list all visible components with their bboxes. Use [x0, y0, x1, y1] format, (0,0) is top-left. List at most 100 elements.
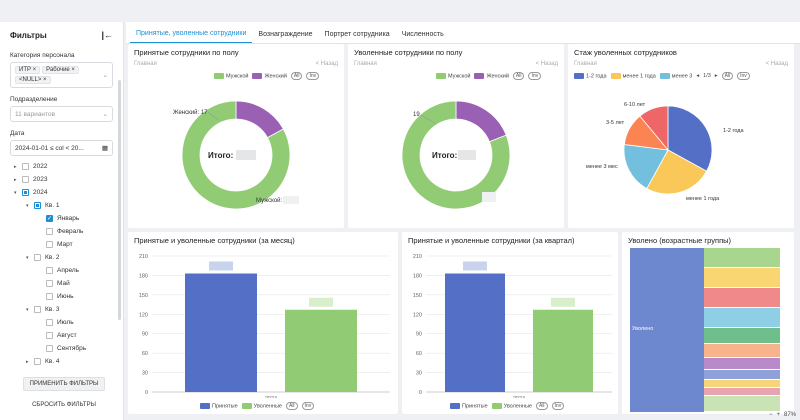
- legend-female[interactable]: Женский: [474, 72, 509, 79]
- all-toggle[interactable]: All: [512, 72, 525, 80]
- treemap-block[interactable]: [704, 328, 780, 344]
- tree-node[interactable]: ▾ Кв. 3: [0, 303, 123, 316]
- category-chip[interactable]: ИТР ×: [15, 66, 41, 74]
- treemap-block[interactable]: [704, 380, 780, 388]
- tree-node[interactable]: Август: [0, 329, 123, 342]
- checkbox[interactable]: [22, 189, 29, 196]
- bar[interactable]: [533, 309, 593, 392]
- back-link[interactable]: < Назад: [765, 61, 788, 67]
- checkbox[interactable]: [22, 176, 29, 183]
- checkbox[interactable]: [46, 228, 53, 235]
- zoom-out-button[interactable]: −: [768, 412, 773, 418]
- checkbox[interactable]: [34, 254, 41, 261]
- inv-toggle[interactable]: Inv: [301, 402, 315, 410]
- pie-slice[interactable]: [401, 100, 511, 210]
- caret-right-icon[interactable]: ▸: [14, 176, 17, 183]
- close-icon[interactable]: ×: [69, 67, 75, 73]
- tree-node[interactable]: ▸ 2023: [0, 173, 123, 186]
- tree-node[interactable]: Февраль: [0, 225, 123, 238]
- checkbox[interactable]: ✓: [46, 215, 53, 222]
- treemap-block[interactable]: [704, 388, 780, 396]
- all-toggle[interactable]: All: [290, 72, 303, 80]
- back-link[interactable]: < Назад: [315, 61, 338, 67]
- treemap-block[interactable]: [704, 268, 780, 288]
- category-chip[interactable]: <NULL> ×: [15, 76, 51, 84]
- caret-right-icon[interactable]: ▸: [14, 163, 17, 170]
- all-toggle[interactable]: All: [721, 72, 734, 80]
- all-toggle[interactable]: All: [285, 402, 298, 410]
- tree-node[interactable]: Сентябрь: [0, 342, 123, 355]
- checkbox[interactable]: [46, 332, 53, 339]
- close-icon[interactable]: ×: [30, 67, 37, 73]
- all-toggle[interactable]: All: [535, 402, 548, 410]
- inv-toggle[interactable]: Inv: [551, 402, 565, 410]
- tree-node[interactable]: ✓ Январь: [0, 212, 123, 225]
- treemap-block[interactable]: [704, 370, 780, 380]
- tree-node[interactable]: ▸ Кв. 4: [0, 355, 123, 368]
- tree-node[interactable]: Июнь: [0, 290, 123, 303]
- tree-node[interactable]: ▾ Кв. 2: [0, 251, 123, 264]
- inv-toggle[interactable]: Inv: [306, 72, 320, 80]
- tree-node[interactable]: ▾ Кв. 1: [0, 199, 123, 212]
- legend-male[interactable]: Мужской: [436, 72, 470, 79]
- legend-female[interactable]: Женский: [252, 72, 287, 79]
- checkbox[interactable]: [34, 358, 41, 365]
- checkbox[interactable]: [46, 319, 53, 326]
- back-link[interactable]: < Назад: [535, 61, 558, 67]
- legend-next-icon[interactable]: ▸: [714, 73, 718, 79]
- bar[interactable]: [445, 273, 505, 392]
- legend-fired[interactable]: Уволенные: [241, 402, 282, 409]
- breadcrumb[interactable]: Главная: [574, 61, 597, 67]
- checkbox[interactable]: [34, 202, 41, 209]
- legend-prev-icon[interactable]: ◂: [696, 73, 700, 79]
- treemap-block[interactable]: [704, 358, 780, 370]
- treemap-block[interactable]: [704, 308, 780, 328]
- checkbox[interactable]: [46, 345, 53, 352]
- bar[interactable]: [285, 309, 357, 392]
- collapse-left-icon[interactable]: |←: [101, 30, 113, 40]
- tab-3[interactable]: Численность: [401, 31, 444, 38]
- pie-slice[interactable]: [455, 100, 507, 143]
- caret-right-icon[interactable]: ▸: [26, 358, 29, 365]
- treemap-block[interactable]: [704, 396, 780, 412]
- checkbox[interactable]: [46, 293, 53, 300]
- caret-down-icon[interactable]: ▾: [26, 254, 29, 261]
- pie-slice[interactable]: [181, 100, 291, 210]
- tree-node[interactable]: ▸ 2022: [0, 160, 123, 173]
- pie-slice[interactable]: [623, 144, 669, 190]
- bar[interactable]: [185, 273, 257, 392]
- caret-down-icon[interactable]: ▾: [14, 189, 17, 196]
- checkbox[interactable]: [46, 280, 53, 287]
- sidebar-scrollbar[interactable]: [118, 80, 121, 320]
- tab-0[interactable]: Принятые, уволенные сотрудники: [130, 30, 253, 43]
- tree-node[interactable]: Май: [0, 277, 123, 290]
- breadcrumb[interactable]: Главная: [134, 61, 157, 67]
- category-select[interactable]: ИТР × Рабочие × <NULL> × ⌄: [10, 62, 113, 88]
- legend-item[interactable]: 1-2 года: [574, 72, 607, 79]
- checkbox[interactable]: [46, 241, 53, 248]
- apply-filters-button[interactable]: ПРИМЕНИТЬ ФИЛЬТРЫ: [23, 377, 105, 391]
- treemap-main-block[interactable]: Уволено: [630, 248, 704, 412]
- caret-down-icon[interactable]: ▾: [26, 202, 29, 209]
- inv-toggle[interactable]: Inv: [528, 72, 542, 80]
- legend-hired[interactable]: Принятые: [450, 402, 488, 409]
- treemap-block[interactable]: [704, 344, 780, 358]
- tree-node[interactable]: Март: [0, 238, 123, 251]
- pie-slice[interactable]: [667, 105, 713, 172]
- legend-item[interactable]: менее 1 года: [610, 72, 656, 79]
- category-chip[interactable]: Рабочие ×: [42, 66, 79, 74]
- breadcrumb[interactable]: Главная: [354, 61, 377, 67]
- date-range-input[interactable]: 2024-01-01 ≤ col < 20... ▦: [10, 140, 113, 156]
- department-select[interactable]: 11 вариантов ⌄: [10, 106, 113, 122]
- tab-2[interactable]: Портрет сотрудника: [324, 31, 390, 38]
- legend-fired[interactable]: Уволенные: [491, 402, 532, 409]
- pie-slice[interactable]: [639, 105, 669, 152]
- pie-slice[interactable]: [646, 149, 708, 195]
- close-icon[interactable]: ×: [41, 77, 47, 83]
- tab-1[interactable]: Вознаграждение: [258, 31, 313, 38]
- tree-node[interactable]: ▾ 2024: [0, 186, 123, 199]
- checkbox[interactable]: [46, 267, 53, 274]
- legend-item[interactable]: менее 3: [659, 72, 692, 79]
- tree-node[interactable]: Июль: [0, 316, 123, 329]
- pie-slice[interactable]: [235, 100, 284, 139]
